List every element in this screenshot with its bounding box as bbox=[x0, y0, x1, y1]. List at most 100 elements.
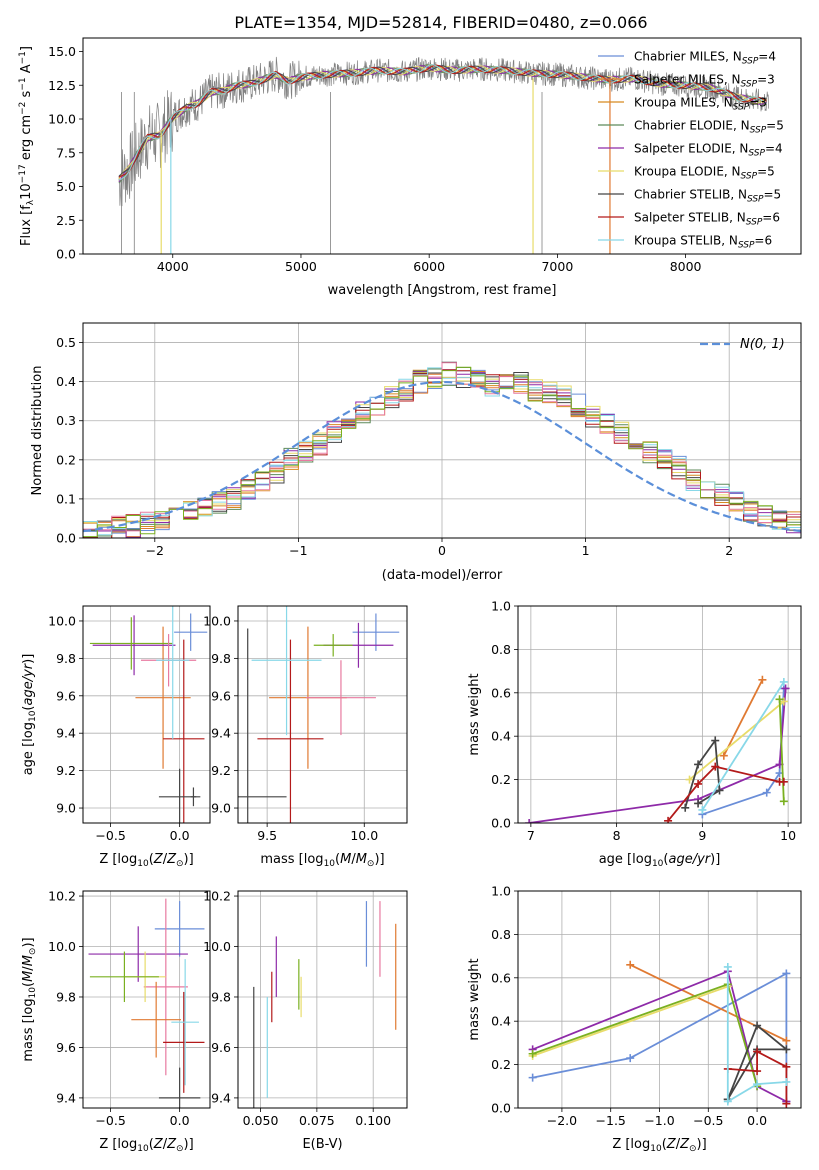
legend-text: Salpeter ELODIE, N bbox=[634, 142, 748, 156]
label-part: 10 bbox=[137, 859, 149, 869]
plus-marker bbox=[758, 675, 767, 684]
y-tick-label: 9.8 bbox=[56, 989, 76, 1004]
label-part: M bbox=[21, 971, 36, 982]
plus-marker bbox=[528, 1049, 537, 1058]
legend-tail: =6 bbox=[754, 234, 772, 248]
legend-tail: =3 bbox=[749, 96, 767, 110]
y-tick-label: 10.0 bbox=[48, 613, 76, 628]
plus-marker bbox=[723, 1097, 732, 1106]
legend-label: Salpeter ELODIE, NSSP=4 bbox=[634, 142, 783, 159]
legend-text: Salpeter STELIB, N bbox=[634, 211, 746, 225]
x-tick-label: −2 bbox=[146, 543, 164, 558]
label-part: Z bbox=[153, 1137, 164, 1152]
panel-age-vs-Z: −0.5 0.09.09.29.49.69.810.0Z [log10(Z/Z⊙)… bbox=[21, 605, 211, 869]
x-tick-label: −1 bbox=[289, 543, 307, 558]
y-tick-label: 12.5 bbox=[48, 78, 76, 93]
label-part: / bbox=[676, 1137, 681, 1152]
y-tick-label: 0.6 bbox=[491, 685, 511, 700]
x-tick-label: −1.5 bbox=[596, 1113, 626, 1128]
plot-area bbox=[83, 891, 210, 1108]
x-tick-label: −1.0 bbox=[644, 1113, 674, 1128]
legend-label: Kroupa STELIB, NSSP=6 bbox=[634, 234, 772, 251]
y-tick-label: 0.3 bbox=[56, 413, 76, 428]
label-part: mass [log bbox=[260, 852, 323, 867]
legend-tail: =6 bbox=[762, 211, 780, 225]
y-tick-label: 10.0 bbox=[48, 939, 76, 954]
legend-tail: =5 bbox=[766, 119, 784, 133]
plus-marker bbox=[528, 1073, 537, 1082]
legend-sub: SSP bbox=[733, 103, 750, 113]
y-tick-label: 9.6 bbox=[211, 688, 231, 703]
x-tick-label: 5000 bbox=[285, 259, 317, 274]
y-axis-label: mass [log10(M/M⊙)] bbox=[21, 937, 38, 1061]
plus-marker bbox=[694, 779, 703, 788]
panel-mass-vs-Z: −0.5 0.09.49.69.810.010.2Z [log10(Z/Z⊙)]m… bbox=[21, 889, 211, 1154]
y-tick-label: 0.0 bbox=[56, 531, 76, 546]
label-part: / bbox=[163, 1137, 168, 1152]
y-tick-label: 2.5 bbox=[56, 213, 76, 228]
legend-text: Chabrier ELODIE, N bbox=[634, 119, 750, 133]
x-axis-label: age [log10(age/yr)] bbox=[599, 852, 721, 869]
plus-marker bbox=[723, 962, 732, 971]
x-tick-label: 0.100 bbox=[355, 1113, 391, 1128]
label-part: A bbox=[19, 64, 34, 77]
plus-marker bbox=[781, 684, 790, 693]
x-tick-label: 9.5 bbox=[257, 828, 277, 843]
label-part: Z bbox=[666, 1137, 677, 1152]
label-part: ( bbox=[663, 852, 668, 867]
plus-marker bbox=[715, 786, 724, 795]
model-spectrum-line bbox=[118, 64, 767, 178]
legend-label: N(0, 1) bbox=[740, 337, 785, 352]
plus-marker bbox=[681, 803, 690, 812]
legend-text: Kroupa ELODIE, N bbox=[634, 165, 741, 179]
y-axis-label: Normed distribution bbox=[30, 366, 45, 496]
x-tick-label: 10.0 bbox=[350, 828, 378, 843]
label-part: 10 bbox=[137, 1144, 149, 1154]
y-tick-label: 9.6 bbox=[56, 688, 76, 703]
plus-marker bbox=[753, 1080, 762, 1089]
residual-histogram bbox=[83, 366, 801, 538]
legend-sub: SSP bbox=[741, 172, 758, 182]
y-axis-label: mass weight bbox=[467, 673, 482, 755]
y-tick-label: 0.1 bbox=[56, 491, 76, 506]
legend-label: Kroupa MILES, NSSP=3 bbox=[634, 96, 767, 113]
label-part: −17 bbox=[18, 164, 28, 183]
x-tick-label: 0.050 bbox=[243, 1113, 279, 1128]
y-tick-label: 0.2 bbox=[56, 452, 76, 467]
plus-marker bbox=[779, 777, 788, 786]
x-tick-label: 2 bbox=[725, 543, 733, 558]
y-tick-label: 9.4 bbox=[56, 1090, 76, 1105]
plus-marker bbox=[626, 1054, 635, 1063]
x-tick-label: −0.5 bbox=[95, 828, 125, 843]
legend-sub: SSP bbox=[738, 241, 755, 251]
x-tick-label: 0.075 bbox=[299, 1113, 335, 1128]
y-tick-label: 0.4 bbox=[56, 374, 76, 389]
plot-area bbox=[83, 606, 210, 823]
y-tick-label: 9.4 bbox=[211, 1090, 231, 1105]
label-part: Z bbox=[166, 1137, 177, 1152]
label-part: ( bbox=[149, 1137, 154, 1152]
x-tick-label: 1 bbox=[582, 543, 590, 558]
axes-frame bbox=[82, 322, 802, 539]
y-tick-label: 10.0 bbox=[203, 939, 231, 954]
y-tick-label: 1.0 bbox=[491, 599, 511, 614]
mass-weight-line bbox=[701, 681, 785, 811]
y-tick-label: 9.2 bbox=[56, 763, 76, 778]
label-part: age [log bbox=[599, 852, 652, 867]
legend-text: Salpeter MILES, N bbox=[634, 73, 741, 87]
label-part: Z bbox=[679, 1137, 690, 1152]
plus-marker bbox=[694, 799, 703, 808]
y-tick-label: 9.0 bbox=[56, 801, 76, 816]
y-tick-label: 9.8 bbox=[56, 651, 76, 666]
label-part: ] bbox=[19, 46, 34, 51]
label-part: 10 bbox=[324, 859, 336, 869]
label-part: / bbox=[351, 852, 356, 867]
label-part: age/yr bbox=[668, 852, 711, 867]
y-tick-label: 0.6 bbox=[491, 970, 511, 985]
axes-frame bbox=[82, 37, 802, 255]
axes-frame bbox=[82, 890, 211, 1109]
label-part: −1 bbox=[18, 77, 28, 90]
plus-marker bbox=[782, 969, 791, 978]
x-tick-label: −2.0 bbox=[547, 1113, 577, 1128]
y-tick-label: 0.0 bbox=[491, 1101, 511, 1116]
